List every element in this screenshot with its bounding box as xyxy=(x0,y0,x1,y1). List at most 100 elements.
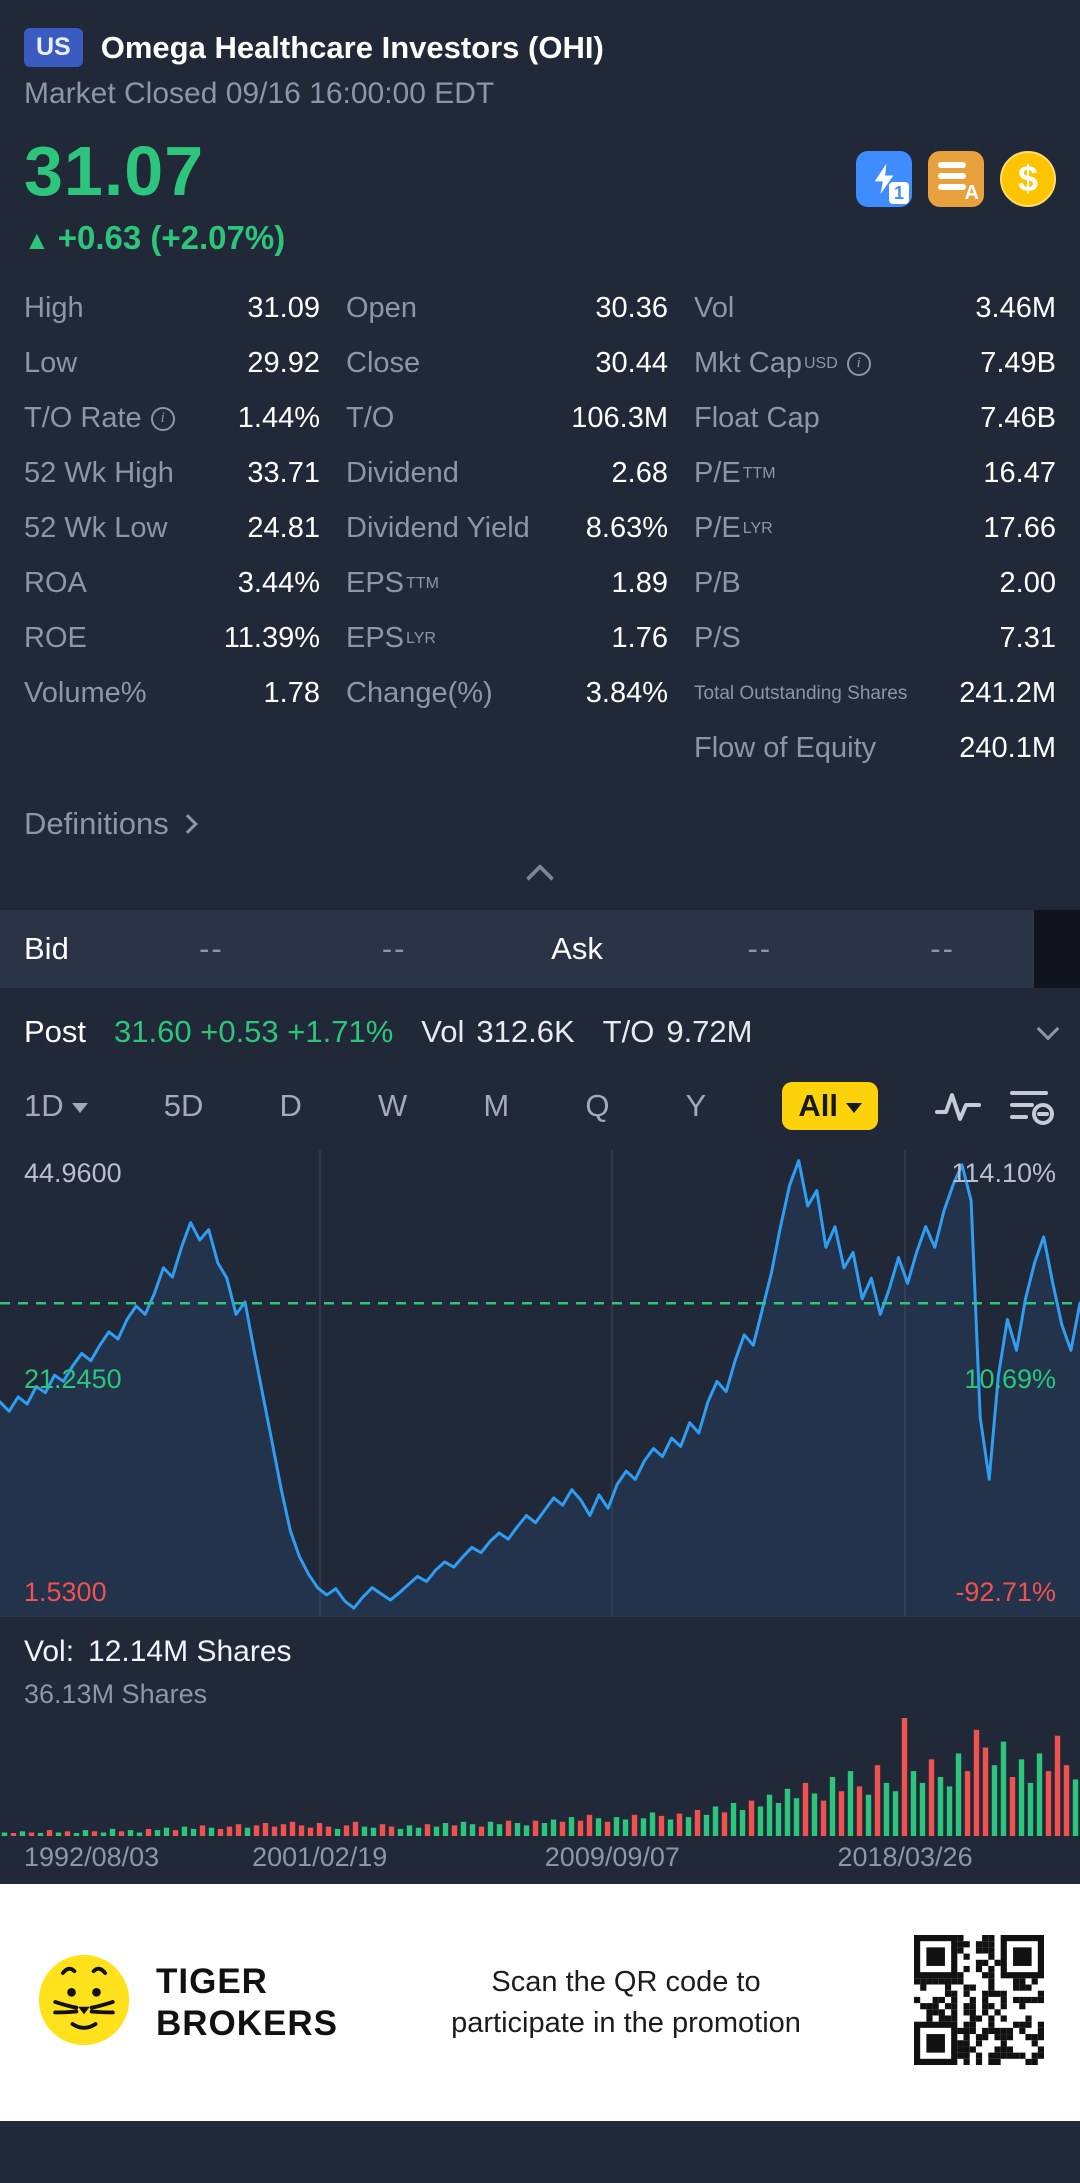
post-turnover: T/O 9.72M xyxy=(603,1014,753,1050)
stat-value: 7.49B xyxy=(980,347,1056,379)
stats-column-3: Vol 3.46M Mkt Cap USD i 7.49B Float Cap 7.46B P/… xyxy=(694,281,1056,776)
stat-value: 1.76 xyxy=(611,622,668,654)
period-tab-5d[interactable]: 5D xyxy=(164,1088,204,1124)
stat-row: Vol 3.46M xyxy=(694,281,1056,336)
y-axis-mid-price: 21.2450 xyxy=(24,1364,122,1395)
stat-value: 3.46M xyxy=(975,292,1056,324)
post-label: Post xyxy=(24,1014,87,1049)
stat-value: 16.47 xyxy=(983,457,1056,489)
stat-value: 33.71 xyxy=(247,457,320,489)
stat-value: 11.39% xyxy=(223,622,320,654)
brand-line1: TIGER xyxy=(156,1962,268,2002)
lightning-badge-icon[interactable]: 1 xyxy=(856,151,912,207)
stat-label-sup: TTM xyxy=(406,574,439,592)
stat-label: Flow of Equity xyxy=(694,732,877,764)
caret-down-icon xyxy=(845,1103,862,1113)
post-market-bar: Post 31.60 +0.53 +1.71% Vol 312.6K T/O 9… xyxy=(0,988,1080,1076)
stats-column-2: Open 30.36 Close 30.44 T/O 106.3M Dividend 2.68… xyxy=(346,281,668,776)
up-arrow-icon: ▲ xyxy=(24,225,50,255)
period-tab-label: Q xyxy=(585,1088,610,1123)
period-tabs: 1D 5D D W M Q Y All xyxy=(24,1082,878,1130)
stat-value: 3.84% xyxy=(585,677,668,709)
stat-value: 24.81 xyxy=(247,512,320,544)
chevron-up-icon xyxy=(525,863,555,893)
stat-row: P/S 7.31 xyxy=(694,611,1056,666)
period-tab-1d[interactable]: 1D xyxy=(24,1088,88,1124)
stat-label: 52 Wk Low xyxy=(24,512,168,544)
period-tab-label: 5D xyxy=(163,1088,204,1123)
stat-label: EPS LYR xyxy=(346,622,436,654)
collapse-control[interactable] xyxy=(0,842,1080,896)
stat-value: 2.00 xyxy=(999,567,1056,599)
post-volume: Vol 312.6K xyxy=(421,1014,574,1050)
stat-label: Close xyxy=(346,347,421,379)
indicator-settings-icon[interactable] xyxy=(1008,1086,1056,1126)
stat-row: 52 Wk Low 24.81 xyxy=(24,501,320,556)
x-axis-label: 2018/03/26 xyxy=(837,1842,973,1872)
bid-ask-bar[interactable]: Bid -- -- Ask -- -- xyxy=(0,910,1080,988)
info-icon[interactable]: i xyxy=(150,406,175,431)
period-tab-d[interactable]: D xyxy=(280,1088,302,1124)
period-tab-label: 1D xyxy=(24,1088,64,1123)
stat-row: EPS TTM 1.89 xyxy=(346,556,668,611)
chevron-down-icon[interactable] xyxy=(1036,1017,1060,1041)
definitions-label: Definitions xyxy=(24,806,169,841)
stat-label: Low xyxy=(24,347,78,379)
post-to-label: T/O xyxy=(602,1014,655,1049)
period-tab-q[interactable]: Q xyxy=(585,1088,609,1124)
volume-scale-label: 36.13M Shares xyxy=(24,1679,208,1709)
period-tab-m[interactable]: M xyxy=(483,1088,509,1124)
volume-value: 12.14M Shares xyxy=(88,1635,292,1668)
definitions-link[interactable]: Definitions xyxy=(0,776,219,842)
period-tab-label: W xyxy=(378,1088,408,1123)
x-axis-labels: 1992/08/03 2001/02/19 2009/09/07 2018/03/26 xyxy=(0,1836,1080,1884)
stat-value: 30.36 xyxy=(595,292,668,324)
brand-line2: BROKERS xyxy=(156,2003,339,2043)
volume-info: Vol: 12.14M Shares 36.13M Shares xyxy=(0,1617,1080,1710)
period-tab-w[interactable]: W xyxy=(378,1088,407,1124)
badge-letter: A xyxy=(964,182,979,204)
stat-label: T/O Rate i xyxy=(24,402,175,435)
quote-row: 31.07 ▲ +0.63 (+2.07%) 1 A $ xyxy=(0,111,1080,257)
layers-badge-icon[interactable]: A xyxy=(928,151,984,207)
chart-style-icon[interactable] xyxy=(934,1088,982,1124)
price-chart[interactable]: 44.9600 114.10% 21.2450 10.69% 1.5300 -9… xyxy=(0,1150,1080,1617)
brand-block: TIGER BROKERS xyxy=(36,1952,338,2053)
volume-chart[interactable] xyxy=(0,1718,1080,1836)
stat-value: 31.09 xyxy=(247,292,320,324)
stat-label: P/E LYR xyxy=(694,512,773,544)
stat-row: Dividend Yield 8.63% xyxy=(346,501,668,556)
stat-label: ROA xyxy=(24,567,87,599)
stat-label: P/B xyxy=(694,567,741,599)
x-axis-label: 1992/08/03 xyxy=(24,1842,160,1872)
post-to-value: 9.72M xyxy=(666,1014,753,1049)
volume-label: Vol: xyxy=(24,1635,75,1668)
stat-label: Volume% xyxy=(24,677,147,709)
qr-code xyxy=(914,1935,1044,2070)
stat-value: 2.68 xyxy=(611,457,668,489)
period-tab-label: All xyxy=(798,1088,838,1123)
stat-value: 106.3M xyxy=(571,402,668,434)
stat-row: Change(%) 3.84% xyxy=(346,666,668,721)
post-vol-value: 312.6K xyxy=(476,1014,575,1049)
stat-label-sup: TTM xyxy=(742,464,776,482)
last-price: 31.07 xyxy=(24,132,205,210)
stat-label: P/S xyxy=(694,622,741,654)
period-tab-all[interactable]: All xyxy=(782,1082,878,1130)
stat-label: EPS TTM xyxy=(346,567,439,599)
post-quote: 31.60 +0.53 +1.71% xyxy=(114,1014,394,1049)
dollar-badge-icon[interactable]: $ xyxy=(1000,151,1056,207)
y-axis-min-price: 1.5300 xyxy=(24,1577,107,1607)
stat-value: 30.44 xyxy=(595,347,668,379)
change-text: +0.63 (+2.07%) xyxy=(57,219,286,256)
stat-value: 17.66 xyxy=(983,512,1056,544)
bid-ask-placeholder: -- xyxy=(747,931,773,966)
stat-label-sup: LYR xyxy=(742,519,773,537)
period-tab-y[interactable]: Y xyxy=(686,1088,707,1124)
stat-value: 1.78 xyxy=(263,677,320,709)
promo-line1: Scan the QR code to xyxy=(491,1965,761,1998)
market-status: Market Closed 09/16 16:00:00 EDT xyxy=(24,77,495,110)
info-icon[interactable]: i xyxy=(846,351,871,376)
stats-grid: High 31.09 Low 29.92 T/O Rate i 1.44% 52 Wk Hig… xyxy=(0,281,1080,776)
